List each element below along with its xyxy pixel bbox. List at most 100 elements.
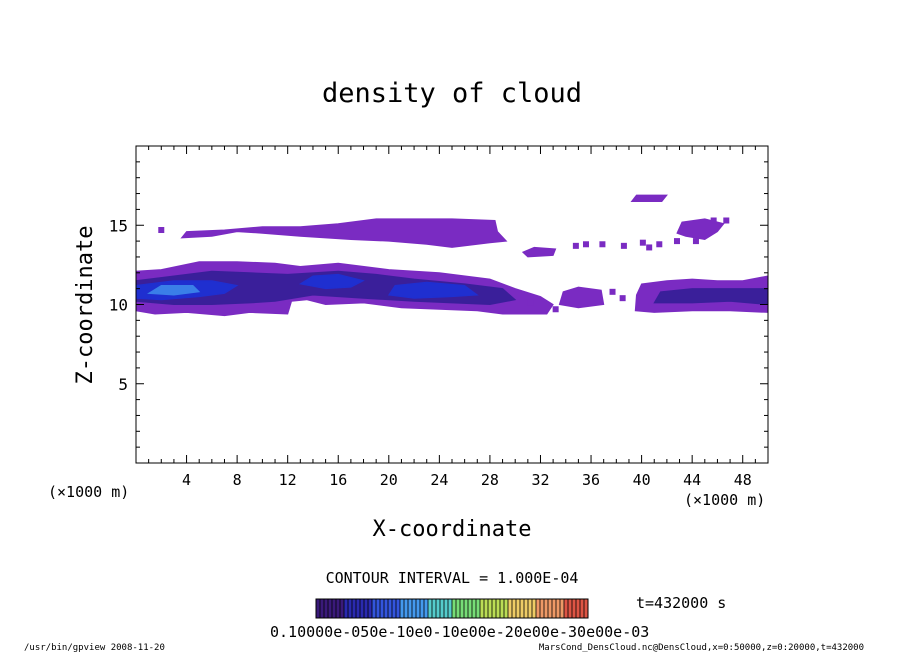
x-unit-left: (×1000 m) (48, 483, 129, 501)
colorbar-segment (372, 599, 376, 618)
colorbar-segment (576, 599, 580, 618)
colorbar-segment (496, 599, 500, 618)
colorbar-segment (396, 599, 400, 618)
x-tick-label: 44 (683, 471, 701, 489)
colorbar-segment (492, 599, 496, 618)
density-regions (135, 194, 769, 317)
colorbar-segment (352, 599, 356, 618)
x-tick-label: 32 (531, 471, 549, 489)
colorbar-segment (416, 599, 420, 618)
colorbar-segment (504, 599, 508, 618)
colorbar-segment (568, 599, 572, 618)
colorbar-segment (512, 599, 516, 618)
colorbar-segment (452, 599, 456, 618)
colorbar-segment (380, 599, 384, 618)
colorbar-segment (532, 599, 536, 618)
colorbar-segment (472, 599, 476, 618)
colorbar-segment (516, 599, 520, 618)
density-speck (552, 306, 559, 313)
colorbar-segment (544, 599, 548, 618)
colorbar-segment (324, 599, 328, 618)
x-tick-label: 8 (233, 471, 242, 489)
density-region-level-1 (558, 286, 605, 309)
colorbar-segment (388, 599, 392, 618)
density-speck (158, 227, 165, 234)
x-tick-label: 36 (582, 471, 600, 489)
density-speck (582, 241, 589, 248)
density-speck (692, 238, 699, 245)
x-tick-label: 16 (329, 471, 347, 489)
colorbar-segment (384, 599, 388, 618)
density-speck (609, 288, 616, 295)
density-speck (710, 217, 717, 224)
density-region-level-1 (676, 218, 725, 241)
colorbar-segment (368, 599, 372, 618)
colorbar-segment (552, 599, 556, 618)
colorbar-segment (328, 599, 332, 618)
density-speck (619, 295, 626, 302)
density-region-level-1 (521, 246, 557, 258)
colorbar-segment (508, 599, 512, 618)
colorbar-segment (480, 599, 484, 618)
colorbar-segment (316, 599, 320, 618)
colorbar-segment (476, 599, 480, 618)
colorbar-segment (356, 599, 360, 618)
colorbar-segment (580, 599, 584, 618)
colorbar-segment (336, 599, 340, 618)
density-speck (723, 217, 730, 224)
colorbar-segment (540, 599, 544, 618)
density-region-level-3 (298, 273, 365, 290)
x-tick-label: 20 (380, 471, 398, 489)
density-specks (158, 217, 730, 313)
density-region-level-2 (653, 288, 769, 306)
y-axis-ticks: 5 10 15 (109, 161, 768, 448)
x-unit-right: (×1000 m) (684, 491, 765, 509)
colorbar (315, 598, 589, 619)
colorbar-segment (332, 599, 336, 618)
colorbar-segment (460, 599, 464, 618)
density-region-level-1 (630, 194, 668, 202)
colorbar-segment (548, 599, 552, 618)
colorbar-segment (448, 599, 452, 618)
x-tick-label: 12 (279, 471, 297, 489)
colorbar-segment (340, 599, 344, 618)
density-speck (646, 244, 653, 251)
y-tick-label: 5 (118, 375, 128, 394)
colorbar-segment (536, 599, 540, 618)
density-speck (599, 241, 606, 248)
time-label: t=432000 s (636, 594, 726, 612)
colorbar-segment (436, 599, 440, 618)
colorbar-segment (572, 599, 576, 618)
colorbar-segment (424, 599, 428, 618)
chart-title: density of cloud (322, 78, 582, 109)
density-region-level-3 (387, 281, 479, 299)
y-tick-label: 10 (109, 296, 128, 315)
contour-interval: CONTOUR INTERVAL = 1.000E-04 (326, 569, 579, 587)
colorbar-segment (464, 599, 468, 618)
footer-right: MarsCond_DensCloud.nc@DensCloud,x=0:5000… (539, 643, 864, 653)
x-axis-ticks: 4 8 12 16 20 24 28 32 36 40 44 48 (148, 146, 756, 489)
x-tick-label: 48 (734, 471, 752, 489)
colorbar-segment (520, 599, 524, 618)
colorbar-segment (500, 599, 504, 618)
colorbar-segment (560, 599, 564, 618)
footer-left: /usr/bin/gpview 2008-11-20 (24, 643, 165, 653)
colorbar-segment (564, 599, 568, 618)
x-tick-label: 40 (633, 471, 651, 489)
colorbar-segment (456, 599, 460, 618)
colorbar-segment (556, 599, 560, 618)
density-speck (572, 242, 579, 249)
colorbar-segment (348, 599, 352, 618)
x-axis-label: X-coordinate (373, 517, 532, 542)
density-speck (527, 299, 534, 306)
colorbar-segment (360, 599, 364, 618)
y-axis-label: Z-coordinate (73, 226, 98, 385)
colorbar-segment (404, 599, 408, 618)
colorbar-segment (440, 599, 444, 618)
x-tick-label: 28 (481, 471, 499, 489)
colorbar-segment (400, 599, 404, 618)
density-speck (639, 239, 646, 246)
x-tick-label: 24 (430, 471, 448, 489)
